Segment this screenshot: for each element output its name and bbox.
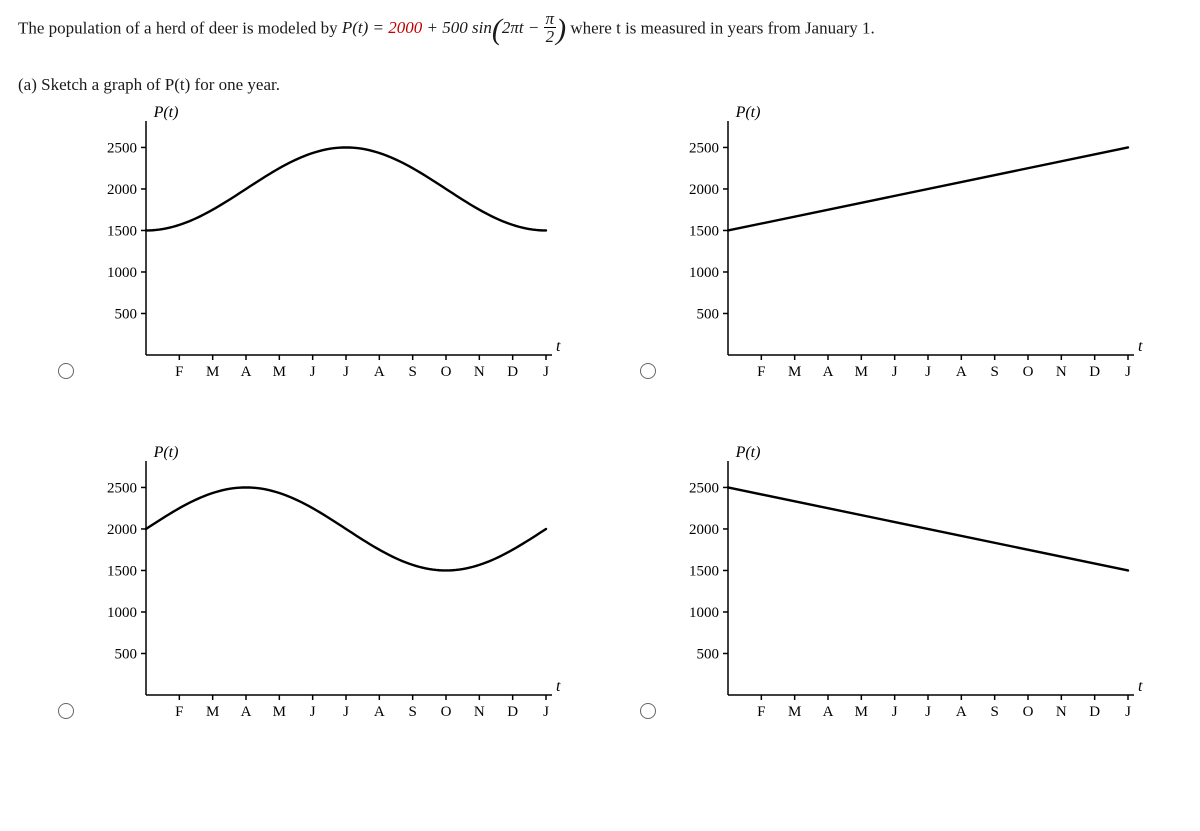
svg-text:500: 500 — [697, 306, 720, 322]
svg-text:1000: 1000 — [689, 265, 719, 281]
svg-text:D: D — [1089, 364, 1100, 380]
svg-text:2000: 2000 — [107, 522, 137, 538]
chart-c: 500 1000 1500 2000 2500 F M A M J J A S O N D J P(t) t — [86, 445, 566, 725]
svg-text:M: M — [206, 364, 219, 380]
svg-text:A: A — [374, 364, 385, 380]
svg-text:S: S — [408, 364, 416, 380]
choices-grid: 500 1000 1500 2000 2500 F M A M J J A S O N D J P(t) t 500… — [18, 105, 1182, 725]
svg-text:M: M — [206, 704, 219, 720]
svg-text:J: J — [310, 704, 316, 720]
svg-text:M: M — [788, 704, 801, 720]
svg-text:J: J — [892, 364, 898, 380]
svg-text:P(t): P(t) — [735, 105, 761, 121]
svg-text:1000: 1000 — [107, 605, 137, 621]
svg-text:2000: 2000 — [107, 182, 137, 198]
svg-text:P(t): P(t) — [735, 445, 761, 461]
highlighted-constant: 2000 — [388, 18, 422, 37]
svg-text:F: F — [757, 364, 765, 380]
svg-text:A: A — [956, 704, 967, 720]
svg-text:t: t — [556, 338, 561, 355]
chart-d: 500 1000 1500 2000 2500 F M A M J J A S O N D J P(t) t — [668, 445, 1148, 725]
svg-text:A: A — [956, 364, 967, 380]
svg-text:A: A — [823, 704, 834, 720]
svg-text:t: t — [1138, 678, 1143, 695]
svg-text:2500: 2500 — [107, 480, 137, 496]
svg-text:D: D — [507, 704, 518, 720]
svg-text:500: 500 — [115, 646, 138, 662]
svg-text:2500: 2500 — [689, 140, 719, 156]
svg-text:P(t): P(t) — [153, 105, 179, 121]
svg-text:2500: 2500 — [107, 140, 137, 156]
svg-text:F: F — [175, 704, 183, 720]
svg-text:J: J — [1125, 364, 1131, 380]
svg-text:M: M — [855, 704, 868, 720]
chart-a: 500 1000 1500 2000 2500 F M A M J J A S O N D J P(t) t — [86, 105, 566, 385]
part-a-label: (a) Sketch a graph of P(t) for one year. — [18, 75, 1182, 95]
radio-b[interactable] — [640, 363, 656, 379]
svg-text:N: N — [1056, 364, 1067, 380]
problem-formula: P(t) = 2000 + 500 sin(2πt − π2) — [342, 18, 570, 37]
svg-text:D: D — [1089, 704, 1100, 720]
svg-text:S: S — [408, 704, 416, 720]
svg-text:1500: 1500 — [689, 223, 719, 239]
problem-prefix: The population of a herd of deer is mode… — [18, 18, 342, 37]
svg-text:O: O — [1023, 364, 1034, 380]
choice-c: 500 1000 1500 2000 2500 F M A M J J A S O N D J P(t) t — [58, 445, 600, 725]
svg-text:J: J — [925, 704, 931, 720]
svg-text:N: N — [474, 364, 485, 380]
svg-text:1000: 1000 — [689, 605, 719, 621]
svg-text:J: J — [310, 364, 316, 380]
svg-text:J: J — [892, 704, 898, 720]
svg-text:2000: 2000 — [689, 522, 719, 538]
svg-text:1500: 1500 — [689, 563, 719, 579]
svg-text:S: S — [990, 364, 998, 380]
svg-text:t: t — [1138, 338, 1143, 355]
svg-text:D: D — [507, 364, 518, 380]
svg-text:J: J — [1125, 704, 1131, 720]
svg-text:500: 500 — [115, 306, 138, 322]
svg-text:J: J — [343, 364, 349, 380]
svg-text:2500: 2500 — [689, 480, 719, 496]
svg-text:1500: 1500 — [107, 223, 137, 239]
svg-text:2000: 2000 — [689, 182, 719, 198]
radio-c[interactable] — [58, 703, 74, 719]
svg-text:M: M — [273, 364, 286, 380]
svg-text:A: A — [374, 704, 385, 720]
svg-text:J: J — [543, 364, 549, 380]
svg-text:J: J — [543, 704, 549, 720]
svg-text:O: O — [441, 704, 452, 720]
svg-text:J: J — [343, 704, 349, 720]
svg-text:500: 500 — [697, 646, 720, 662]
choice-a: 500 1000 1500 2000 2500 F M A M J J A S O N D J P(t) t — [58, 105, 600, 385]
problem-statement: The population of a herd of deer is mode… — [18, 12, 1182, 47]
svg-text:A: A — [241, 364, 252, 380]
choice-d: 500 1000 1500 2000 2500 F M A M J J A S O N D J P(t) t — [640, 445, 1182, 725]
svg-text:A: A — [241, 704, 252, 720]
svg-text:O: O — [1023, 704, 1034, 720]
svg-text:M: M — [855, 364, 868, 380]
svg-text:N: N — [1056, 704, 1067, 720]
svg-text:M: M — [788, 364, 801, 380]
chart-b: 500 1000 1500 2000 2500 F M A M J J A S O N D J P(t) t — [668, 105, 1148, 385]
svg-text:M: M — [273, 704, 286, 720]
radio-d[interactable] — [640, 703, 656, 719]
svg-text:1000: 1000 — [107, 265, 137, 281]
svg-text:N: N — [474, 704, 485, 720]
radio-a[interactable] — [58, 363, 74, 379]
svg-text:F: F — [757, 704, 765, 720]
svg-text:O: O — [441, 364, 452, 380]
svg-text:J: J — [925, 364, 931, 380]
svg-text:S: S — [990, 704, 998, 720]
svg-text:F: F — [175, 364, 183, 380]
svg-text:t: t — [556, 678, 561, 695]
svg-text:A: A — [823, 364, 834, 380]
choice-b: 500 1000 1500 2000 2500 F M A M J J A S O N D J P(t) t — [640, 105, 1182, 385]
svg-text:P(t): P(t) — [153, 445, 179, 461]
problem-suffix: where t is measured in years from Januar… — [570, 18, 874, 37]
svg-text:1500: 1500 — [107, 563, 137, 579]
